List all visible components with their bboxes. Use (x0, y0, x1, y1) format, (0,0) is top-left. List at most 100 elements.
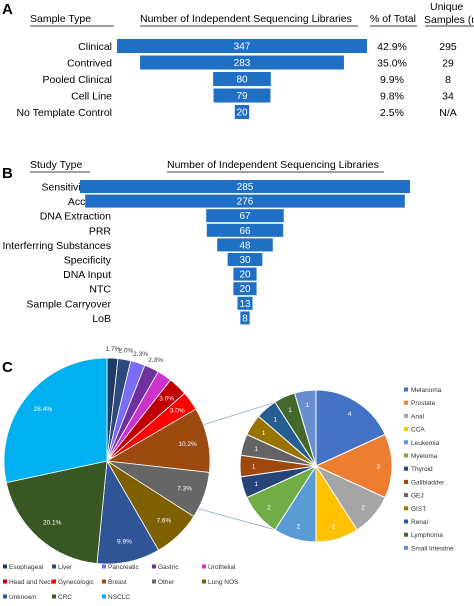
detail-slice-prostate (314, 433, 393, 499)
detail-legend-label-anal: Anal (411, 413, 425, 420)
detail-legend-swatch-anal (404, 413, 408, 418)
detail-slice-small-intestine (293, 389, 317, 467)
panel-b: B Study Type Number of Independent Seque… (2, 159, 410, 325)
legend-swatch-liver (52, 564, 56, 569)
panel-a: A Sample Type Number of Independent Sequ… (2, 1, 474, 119)
legend-label-liver: Liver (58, 564, 73, 571)
detail-slice-label-leukemia: 2 (297, 523, 301, 530)
detail-legend-swatch-gej (404, 493, 408, 498)
legend-label-unknown: Unknown (9, 594, 36, 601)
bar-sample-carryover (237, 296, 253, 310)
slice-label-lung-nos: 7.6% (157, 518, 172, 525)
detail-slice-melanoma (315, 389, 386, 467)
slice-label-head-and-neck: 3.0% (159, 395, 174, 402)
bar-contrived (140, 55, 344, 70)
slice-label-gastric: 2.3% (148, 357, 163, 364)
bar-no-template-control (234, 105, 250, 119)
detail-legend-swatch-leukemia (404, 440, 408, 445)
bar-interferring-substances (217, 238, 273, 252)
legend-swatch-pancreatic (102, 564, 106, 569)
slice-label-gynecologic: 3.0% (170, 408, 185, 415)
category-label-cell-line: Cell Line (71, 91, 112, 103)
percent-no-template-control: 2.5% (380, 107, 404, 119)
unique-samples-pooled-clinical: 8 (445, 74, 451, 86)
panel-b-letter: B (2, 165, 13, 182)
detail-legend-swatch-myeloma (404, 453, 408, 458)
category-label-prr: PRR (89, 225, 112, 237)
bar-value-clinical: 347 (234, 42, 251, 53)
legend-swatch-other (152, 579, 156, 584)
percent-contrived: 35.0% (377, 58, 407, 70)
detail-slice-label-gist: 1 (262, 430, 266, 437)
slice-label-liver: 2.0% (118, 348, 133, 355)
legend-label-urothelial: Urothelial (208, 564, 236, 571)
bar-clinical (117, 39, 367, 53)
detail-legend-label-prostate: Prostate (411, 400, 436, 407)
bar-value-specificity: 30 (239, 255, 251, 266)
legend-swatch-lung-nos (202, 579, 206, 584)
detail-slice-label-lymphoma: 1 (288, 407, 292, 414)
detail-legend-swatch-gallbladder (404, 479, 408, 484)
legend-label-lung-nos: Lung NOS (208, 579, 239, 586)
detail-slice-label-prostate: 3 (377, 464, 381, 471)
detail-legend-label-myeloma: Myeloma (411, 453, 438, 460)
legend-label-nsclc: NSCLC (108, 594, 130, 601)
detail-legend-swatch-cca (404, 427, 408, 432)
bar-value-sensitivity-lod: 285 (237, 182, 254, 193)
panel-b-header-category: Study Type (30, 159, 83, 171)
detail-legend-swatch-small-intestine (404, 545, 408, 550)
detail-slice-label-gej: 1 (254, 446, 258, 453)
legend-label-gastric: Gastric (158, 564, 179, 571)
slice-label-breast: 10.2% (178, 441, 197, 448)
bar-dna-extraction (206, 209, 284, 223)
detail-slice-label-gallbladder: 1 (252, 464, 256, 471)
detail-legend-swatch-thyroid (404, 466, 408, 471)
detail-legend-swatch-melanoma (404, 387, 408, 392)
legend-label-other: Other (158, 579, 175, 586)
detail-legend-swatch-renal (404, 519, 408, 524)
detail-legend-label-small-intestine: Small Intestine (411, 545, 454, 552)
detail-slice-label-melanoma: 4 (348, 411, 352, 418)
detail-slice-label-myeloma: 2 (267, 504, 271, 511)
bar-value-dna-extraction: 67 (239, 211, 251, 222)
slice-label-unknown: 9.9% (117, 539, 132, 546)
bar-dna-input (233, 267, 257, 281)
detail-slice-label-thyroid: 1 (254, 481, 258, 488)
panel-b-header-value: Number of Independent Sequencing Librari… (167, 159, 379, 171)
legend-swatch-urothelial (202, 564, 206, 569)
bar-cell-line (213, 88, 271, 103)
detail-legend-label-melanoma: Melanoma (411, 387, 442, 394)
detail-legend-label-renal: Renal (411, 519, 429, 526)
legend-swatch-crc (52, 594, 56, 599)
category-label-dna-input: DNA Input (63, 269, 111, 281)
pie-connector-bottom (184, 504, 277, 531)
category-label-contrived: Contrived (67, 58, 112, 70)
detail-legend-label-gej: GEJ (411, 493, 424, 500)
category-label-clinical: Clinical (78, 41, 112, 53)
bar-value-no-template-control: 20 (236, 108, 248, 119)
bar-ntc (233, 282, 257, 296)
unique-samples-clinical: 295 (439, 41, 457, 53)
bar-value-sample-carryover: 13 (239, 299, 251, 310)
legend-swatch-breast (102, 579, 106, 584)
category-label-no-template-control: No Template Control (16, 107, 112, 119)
percent-cell-line: 9.8% (380, 91, 404, 103)
bar-value-contrived: 283 (234, 58, 251, 69)
detail-legend-label-gallbladder: Gallbladder (411, 479, 445, 486)
panel-b-bars: Sensitivity/LoD285Accuracy276DNA Extract… (2, 180, 410, 325)
category-label-interferring-substances: Interferring Substances (2, 240, 111, 252)
detail-legend-label-thyroid: Thyroid (411, 466, 433, 473)
legend-label-head-and-neck: Head and Neck (9, 579, 55, 586)
legend-swatch-esophageal (3, 564, 7, 569)
legend-swatch-unknown (3, 594, 7, 599)
panel-a-letter: A (2, 1, 13, 18)
bar-value-ntc: 20 (239, 284, 251, 295)
bar-value-cell-line: 79 (236, 91, 248, 102)
bar-pooled-clinical (213, 72, 271, 86)
legend-label-pancreatic: Pancreatic (108, 564, 139, 571)
panel-a-header-value: Number of Independent Sequencing Librari… (140, 13, 352, 25)
detail-legend-swatch-gist (404, 506, 408, 511)
